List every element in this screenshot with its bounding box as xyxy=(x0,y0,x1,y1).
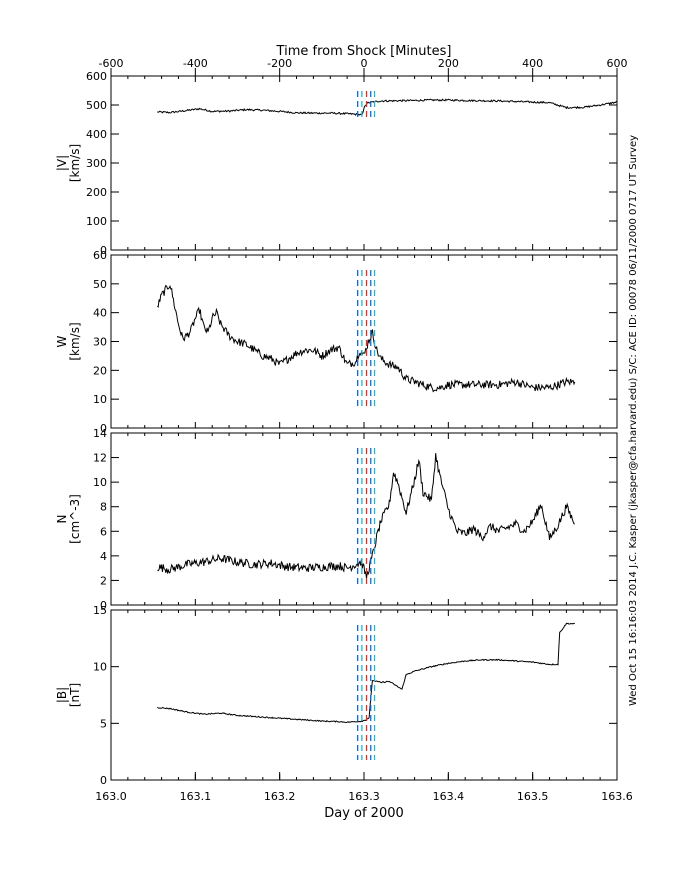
side-annotation: Wed Oct 15 16:16:03 2014 J.C. Kasper (jk… xyxy=(628,135,639,706)
y-axis-tick-label: 6 xyxy=(100,525,107,538)
y-axis-tick-label: 14 xyxy=(93,427,107,440)
bottom-axis-tick-label: 163.6 xyxy=(601,790,633,803)
top-axis-title: Time from Shock [Minutes] xyxy=(276,44,452,59)
y-axis-tick-label: 600 xyxy=(86,70,107,83)
y-axis-label-quantity: |B| xyxy=(55,687,69,703)
y-axis-label-unit: [cm^-3] xyxy=(68,494,82,544)
y-axis-tick-label: 500 xyxy=(86,99,107,112)
y-axis-tick-label: 60 xyxy=(93,249,107,262)
bottom-axis-tick-label: 163.5 xyxy=(517,790,549,803)
y-axis-tick-label: 0 xyxy=(100,774,107,787)
top-axis-tick-label: -200 xyxy=(267,57,292,70)
y-axis-label-quantity: W xyxy=(55,335,69,347)
panel-frame xyxy=(110,254,618,429)
top-axis-tick-label: 400 xyxy=(522,57,543,70)
bottom-axis-tick-label: 163.2 xyxy=(264,790,296,803)
data-trace xyxy=(157,284,576,393)
top-axis-tick-label: -600 xyxy=(99,57,124,70)
y-axis-tick-label: 12 xyxy=(93,452,107,465)
y-axis-tick-label: 20 xyxy=(93,364,107,377)
bottom-axis-tick-label: 163.3 xyxy=(348,790,380,803)
data-trace xyxy=(157,453,575,579)
y-axis-tick-label: 0 xyxy=(100,244,107,257)
y-axis-tick-label: 15 xyxy=(93,604,107,617)
y-axis-label-unit: [km/s] xyxy=(68,322,82,360)
y-axis-tick-label: 10 xyxy=(93,393,107,406)
y-axis-tick-label: 4 xyxy=(100,550,107,563)
y-axis-tick-label: 200 xyxy=(86,186,107,199)
top-axis-tick-label: 200 xyxy=(438,57,459,70)
y-axis-label-unit: [km/s] xyxy=(68,144,82,182)
y-axis-tick-label: 5 xyxy=(100,717,107,730)
bottom-axis-tick-label: 163.0 xyxy=(95,790,127,803)
y-axis-tick-label: 2 xyxy=(100,574,107,587)
bottom-axis-tick-label: 163.1 xyxy=(180,790,212,803)
panel-frame xyxy=(110,609,618,781)
bottom-axis-title: Day of 2000 xyxy=(324,806,404,821)
y-axis-tick-label: 0 xyxy=(100,599,107,612)
y-axis-tick-label: 30 xyxy=(93,336,107,349)
y-axis-tick-label: 100 xyxy=(86,215,107,228)
panel-frame xyxy=(110,432,618,606)
y-axis-tick-label: 400 xyxy=(86,128,107,141)
y-axis-label-unit: [nT] xyxy=(68,683,82,707)
y-axis-tick-label: 10 xyxy=(93,476,107,489)
y-axis-tick-label: 0 xyxy=(100,422,107,435)
bottom-axis-tick-label: 163.4 xyxy=(433,790,465,803)
y-axis-label-quantity: N xyxy=(55,515,69,524)
data-trace xyxy=(157,98,618,117)
y-axis-tick-label: 10 xyxy=(93,661,107,674)
y-axis-label-quantity: |V| xyxy=(55,155,69,171)
y-axis-tick-label: 300 xyxy=(86,157,107,170)
y-axis-tick-label: 40 xyxy=(93,307,107,320)
top-axis-tick-label: -400 xyxy=(183,57,208,70)
top-axis-tick-label: 600 xyxy=(607,57,628,70)
y-axis-tick-label: 50 xyxy=(93,278,107,291)
top-axis-tick-label: 0 xyxy=(361,57,368,70)
y-axis-tick-label: 8 xyxy=(100,501,107,514)
